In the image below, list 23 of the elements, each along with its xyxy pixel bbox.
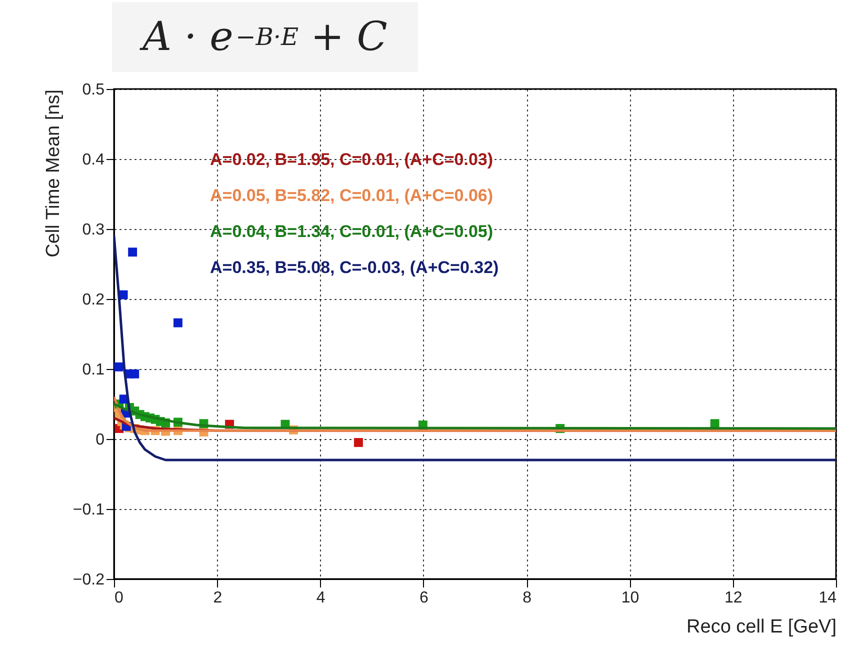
y-tick-label: 0.1 bbox=[82, 362, 105, 378]
y-tick-label: 0.5 bbox=[82, 82, 105, 98]
x-axis-title: Reco cell E [GeV] bbox=[686, 616, 836, 638]
y-tick-label: 0.3 bbox=[82, 222, 105, 238]
x-tick-label: 14 bbox=[818, 590, 837, 606]
x-tick-label: 8 bbox=[522, 590, 532, 606]
annotation: A=0.05, B=5.82, C=0.01, (A+C=0.06) bbox=[210, 186, 494, 205]
x-tick-label: 6 bbox=[419, 590, 428, 606]
y-tick-label: 0 bbox=[96, 432, 105, 448]
y-tick-label: 0.2 bbox=[82, 292, 105, 308]
annotation: A=0.35, B=5.08, C=-0.03, (A+C=0.32) bbox=[210, 258, 499, 277]
x-tick-label: 2 bbox=[213, 590, 222, 606]
x-tick-label: 4 bbox=[316, 590, 326, 606]
annotation: A=0.04, B=1.34, C=0.01, (A+C=0.05) bbox=[210, 222, 494, 241]
y-axis-title: Cell Time Mean [ns] bbox=[42, 90, 64, 258]
y-tick-label: 0.4 bbox=[82, 152, 105, 168]
x-tick-label: 12 bbox=[724, 590, 742, 606]
annotation: A=0.02, B=1.95, C=0.01, (A+C=0.03) bbox=[210, 150, 494, 169]
y-tick-label: −0.2 bbox=[72, 572, 105, 588]
x-tick-label: 10 bbox=[621, 590, 640, 606]
y-tick-label: −0.1 bbox=[72, 502, 105, 518]
x-tick-label: 0 bbox=[114, 590, 124, 606]
chart-title: A · e$^{−B·E}$ + C bbox=[112, 2, 418, 72]
